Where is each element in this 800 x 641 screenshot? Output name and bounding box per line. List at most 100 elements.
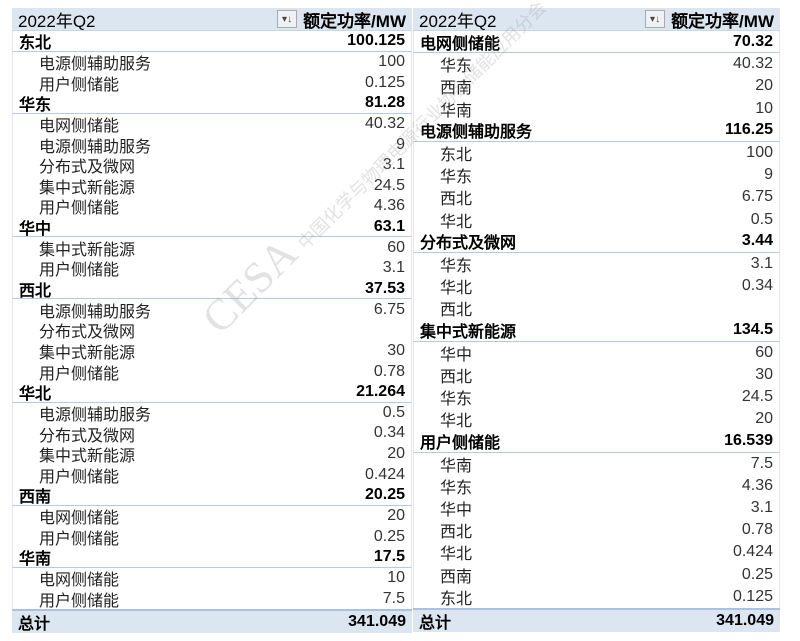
child-label: 西北 — [440, 368, 473, 386]
child-row[interactable]: 华北 0.34 — [413, 275, 780, 298]
child-row[interactable]: 用户侧储能 0.25 — [12, 526, 412, 548]
group-row[interactable]: 西南 20.25 — [12, 485, 412, 506]
child-value: 6.75 — [373, 300, 405, 318]
sort-filter-icon[interactable]: ▾↓ — [277, 10, 298, 28]
child-value: 20 — [387, 507, 405, 525]
group-value: 63.1 — [373, 217, 405, 235]
child-row[interactable]: 用户侧储能 0.78 — [12, 361, 412, 383]
child-value: 60 — [755, 343, 773, 361]
child-row[interactable]: 分布式及微网 3.1 — [12, 154, 412, 176]
child-label: 华北 — [440, 213, 473, 231]
group-value: 37.53 — [364, 279, 405, 297]
child-row[interactable]: 电源侧辅助服务 100 — [12, 51, 412, 73]
child-row[interactable]: 集中式新能源 30 — [12, 340, 412, 362]
group-value: 81.28 — [364, 93, 405, 111]
group-row[interactable]: 用户侧储能 16.539 — [413, 430, 780, 453]
child-row[interactable]: 用户侧储能 0.125 — [12, 72, 412, 94]
group-row[interactable]: 西北 37.53 — [12, 278, 412, 300]
child-row[interactable]: 西北 6.75 — [413, 186, 780, 209]
child-value: 3.1 — [382, 156, 405, 174]
child-row[interactable]: 东北 100 — [413, 141, 780, 165]
child-row[interactable]: 电网侧储能 20 — [12, 505, 412, 527]
group-row[interactable]: 华北 21.264 — [12, 381, 412, 403]
child-row[interactable]: 华东 9 — [413, 164, 780, 187]
group-row[interactable]: 电源侧辅助服务 116.25 — [413, 119, 780, 142]
child-value: 10 — [387, 568, 405, 586]
child-row[interactable]: 西南 20 — [413, 75, 780, 98]
group-row[interactable]: 电网侧储能 70.32 — [413, 31, 780, 54]
child-label: 用户侧储能 — [39, 468, 120, 486]
group-row[interactable]: 东北 100.125 — [12, 31, 412, 52]
total-row: 总计 341.049 — [413, 607, 780, 632]
child-row[interactable]: 用户侧储能 7.5 — [12, 588, 412, 610]
child-row[interactable]: 分布式及微网 — [12, 319, 412, 341]
child-value: 60 — [387, 238, 405, 256]
child-row[interactable]: 华北 0.424 — [413, 541, 780, 564]
child-value: 0.424 — [732, 543, 773, 561]
measure-label: 额定功率/MW — [303, 11, 406, 31]
child-row[interactable]: 用户侧储能 3.1 — [12, 258, 412, 279]
child-row[interactable]: 华东 24.5 — [413, 386, 780, 409]
child-row[interactable]: 电源侧辅助服务 0.5 — [12, 402, 412, 424]
child-label: 华南 — [440, 457, 473, 475]
child-row[interactable]: 分布式及微网 0.34 — [12, 423, 412, 445]
group-label: 电网侧储能 — [420, 35, 501, 53]
child-label: 华中 — [440, 502, 473, 520]
header-title: 2022年Q2 — [18, 11, 96, 31]
child-row[interactable]: 华中 3.1 — [413, 496, 780, 520]
child-value: 40.32 — [364, 114, 405, 132]
group-row[interactable]: 分布式及微网 3.44 — [413, 230, 780, 253]
child-row[interactable]: 华中 60 — [413, 341, 780, 364]
group-row[interactable]: 集中式新能源 134.5 — [413, 319, 780, 342]
child-value: 0.5 — [750, 210, 773, 228]
child-value: 0.34 — [373, 424, 405, 442]
group-row[interactable]: 华中 63.1 — [12, 216, 412, 238]
child-label: 用户侧储能 — [39, 262, 120, 280]
child-row[interactable]: 华东 4.36 — [413, 474, 780, 497]
child-row[interactable]: 电网侧储能 10 — [12, 567, 412, 589]
header-title: 2022年Q2 — [419, 11, 497, 31]
child-row[interactable]: 集中式新能源 24.5 — [12, 175, 412, 197]
child-row[interactable]: 电源侧辅助服务 6.75 — [12, 299, 412, 321]
child-label: 华北 — [440, 280, 473, 298]
sort-filter-icon[interactable]: ▾↓ — [645, 10, 666, 28]
child-row[interactable]: 华南 7.5 — [413, 452, 780, 475]
child-value: 0.25 — [373, 527, 405, 545]
child-label: 西北 — [440, 524, 473, 542]
group-row[interactable]: 华南 17.5 — [12, 547, 412, 568]
child-row[interactable]: 集中式新能源 20 — [12, 443, 412, 465]
child-row[interactable]: 华东 40.32 — [413, 53, 780, 76]
child-value: 24.5 — [373, 176, 405, 194]
child-row[interactable]: 东北 0.125 — [413, 585, 780, 608]
child-value: 20 — [755, 410, 773, 428]
child-row[interactable]: 西北 0.78 — [413, 519, 780, 542]
group-value: 134.5 — [732, 321, 773, 339]
child-value: 100 — [746, 144, 773, 162]
child-value: 0.34 — [741, 277, 773, 295]
child-row[interactable]: 西北 — [413, 297, 780, 320]
child-label: 华北 — [440, 546, 473, 564]
child-value: 4.36 — [741, 476, 773, 494]
total-label: 总计 — [18, 615, 51, 633]
group-value: 100.125 — [347, 31, 405, 49]
child-row[interactable]: 华东 3.1 — [413, 252, 780, 276]
child-value: 0.25 — [741, 565, 773, 583]
child-label: 华东 — [440, 58, 473, 76]
child-value: 6.75 — [741, 188, 773, 206]
child-label: 华北 — [440, 413, 473, 431]
child-row[interactable]: 西北 30 — [413, 363, 780, 386]
child-value: 3.1 — [750, 254, 773, 272]
child-row[interactable]: 华南 10 — [413, 97, 780, 120]
child-row[interactable]: 电源侧辅助服务 9 — [12, 134, 412, 156]
child-row[interactable]: 华北 0.5 — [413, 208, 780, 231]
group-row[interactable]: 华东 81.28 — [12, 92, 412, 114]
child-row[interactable]: 用户侧储能 4.36 — [12, 196, 412, 217]
child-row[interactable]: 电网侧储能 40.32 — [12, 113, 412, 135]
child-row[interactable]: 华北 20 — [413, 408, 780, 431]
child-row[interactable]: 用户侧储能 0.424 — [12, 464, 412, 486]
child-row[interactable]: 西南 0.25 — [413, 563, 780, 586]
group-label: 西南 — [19, 488, 52, 506]
child-row[interactable]: 集中式新能源 60 — [12, 237, 412, 259]
group-value: 21.264 — [356, 382, 405, 400]
child-label: 华南 — [440, 102, 473, 120]
